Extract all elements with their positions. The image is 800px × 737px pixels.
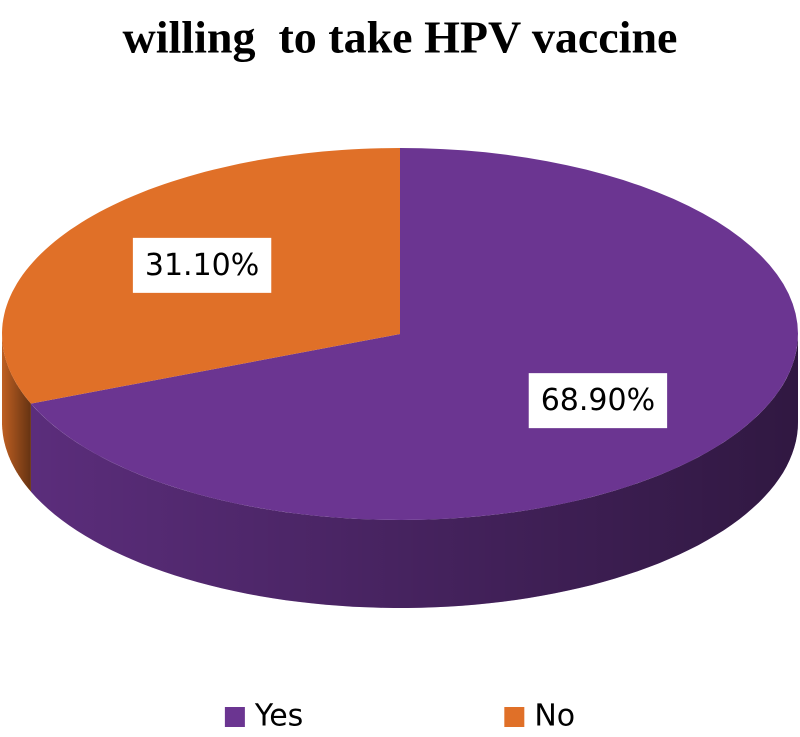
legend-swatch <box>504 707 525 727</box>
data-label-box <box>132 237 272 293</box>
data-label: 31.10% <box>145 248 259 283</box>
chart-title: willing to take HPV vaccine <box>123 12 678 63</box>
data-label: 68.90% <box>541 383 655 418</box>
legend-label: No <box>534 699 575 734</box>
slice-side-shade <box>2 334 31 492</box>
legend-swatch <box>224 707 245 727</box>
legend-label: Yes <box>254 699 303 734</box>
slice-side-shade <box>30 334 798 608</box>
data-label-box <box>528 373 668 429</box>
